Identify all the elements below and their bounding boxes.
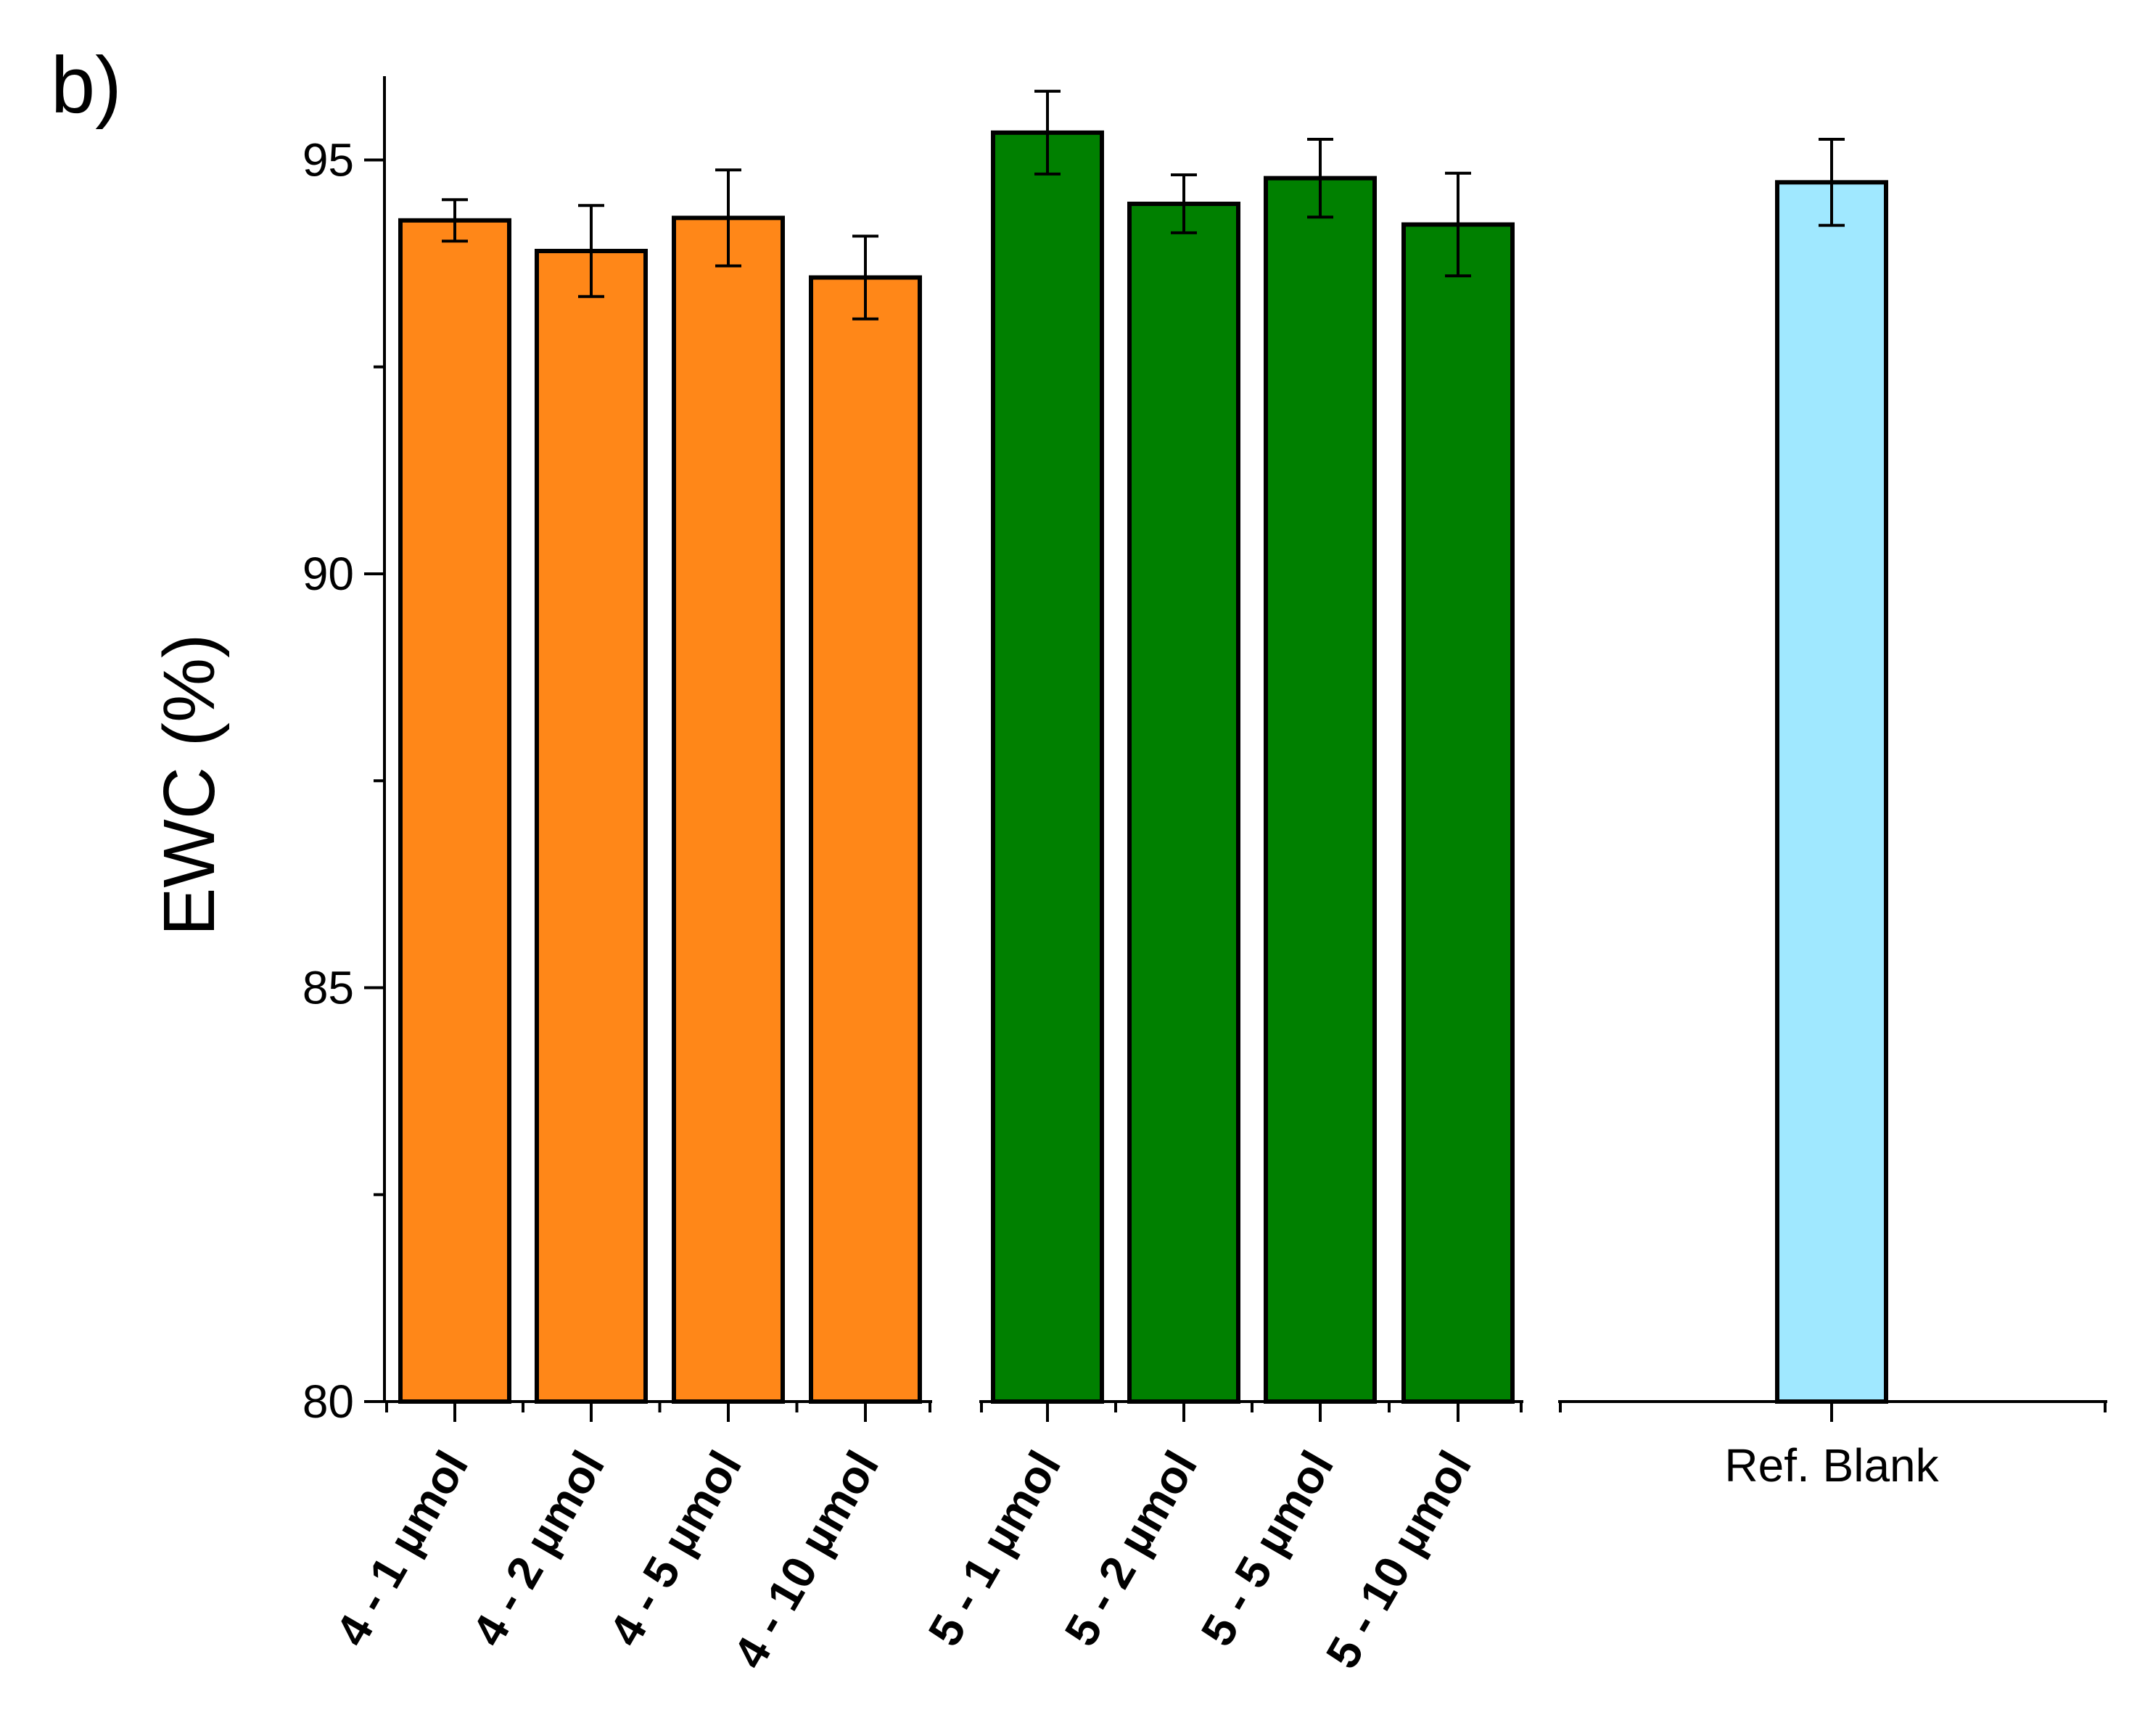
bar [991, 130, 1104, 1404]
x-tick-label: 4 - 5 µmol [599, 1442, 752, 1655]
x-tick-label: 4 - 10 µmol [723, 1442, 889, 1677]
y-axis-label: EWC (%) [149, 634, 230, 937]
x-tick-label: 4 - 1 µmol [326, 1442, 479, 1655]
bar [535, 249, 648, 1404]
x-tick-label: 5 - 10 µmol [1316, 1442, 1481, 1677]
x-tick-label: 4 - 2 µmol [462, 1442, 615, 1655]
x-tick-label: 5 - 5 µmol [1191, 1442, 1344, 1655]
x-tick-label: Ref. Blank [1724, 1439, 1939, 1492]
bar [1775, 180, 1888, 1404]
y-tick-label: 85 [302, 962, 354, 1014]
bar [1127, 201, 1240, 1404]
panel-label: b) [51, 41, 122, 130]
y-tick-label: 90 [302, 548, 354, 600]
x-tick-label: 5 - 2 µmol [1055, 1442, 1208, 1655]
bar [809, 275, 922, 1404]
error-bars [442, 89, 1845, 321]
y-tick-label: 80 [302, 1375, 354, 1428]
x-tick-label: 5 - 1 µmol [918, 1442, 1071, 1655]
bars [398, 130, 1888, 1404]
bar [398, 218, 511, 1404]
y-tick-label: 95 [302, 134, 354, 186]
bar [1264, 176, 1377, 1404]
bar [672, 215, 785, 1404]
bar [1401, 222, 1515, 1404]
